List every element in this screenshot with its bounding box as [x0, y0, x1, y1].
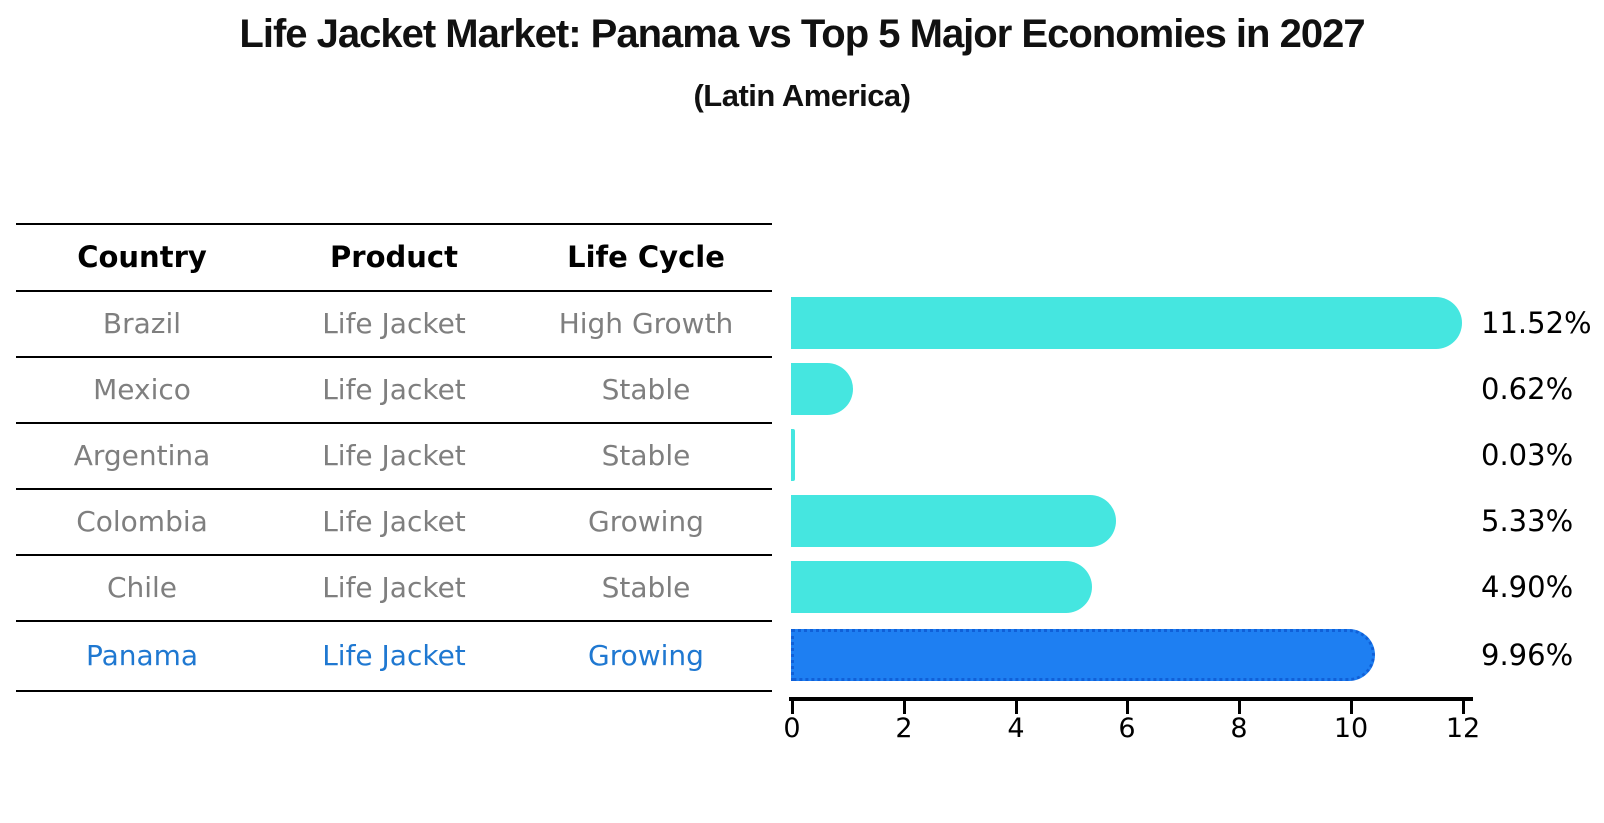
- table-row: Panama Life Jacket Growing: [16, 620, 772, 690]
- x-axis-tick-label: 8: [1230, 713, 1248, 744]
- col-header-life-cycle: Life Cycle: [567, 239, 725, 274]
- value-label-chile: 4.90%: [1481, 570, 1574, 604]
- col-header-product: Product: [330, 239, 458, 274]
- x-axis-tick: [1126, 701, 1129, 714]
- x-axis-tick: [1238, 701, 1241, 714]
- cell-country: Colombia: [76, 504, 208, 538]
- table-rule: [16, 422, 772, 424]
- table-row: Brazil Life Jacket High Growth: [16, 290, 772, 356]
- x-axis-tick: [1015, 701, 1018, 714]
- cell-country: Panama: [85, 638, 199, 672]
- value-label-argentina: 0.03%: [1481, 438, 1574, 472]
- x-axis-tick-label: 0: [783, 713, 801, 744]
- cell-life-cycle: High Growth: [558, 306, 734, 340]
- x-axis-tick: [903, 701, 906, 714]
- bar-colombia: [791, 495, 1116, 547]
- value-label-mexico: 0.62%: [1481, 372, 1574, 406]
- cell-country: Brazil: [102, 306, 182, 340]
- bar-argentina: [791, 429, 795, 481]
- bar-panama: [791, 629, 1375, 681]
- cell-product: Life Jacket: [322, 504, 466, 538]
- cell-product: Life Jacket: [322, 570, 466, 604]
- cell-life-cycle: Growing: [588, 638, 704, 672]
- cell-life-cycle: Stable: [601, 438, 691, 472]
- chart-title: Life Jacket Market: Panama vs Top 5 Majo…: [239, 12, 1365, 56]
- cell-product: Life Jacket: [322, 638, 466, 672]
- value-label-colombia: 5.33%: [1481, 504, 1574, 538]
- x-axis-tick: [791, 701, 794, 714]
- table-rule: [16, 356, 772, 358]
- table-rule: [16, 223, 772, 225]
- x-axis-tick-label: 10: [1333, 713, 1369, 744]
- bar-mexico: [791, 363, 853, 415]
- table-row: Colombia Life Jacket Growing: [16, 488, 772, 554]
- cell-product: Life Jacket: [322, 306, 466, 340]
- chart-subtitle: (Latin America): [693, 78, 911, 113]
- bar-chile: [791, 561, 1092, 613]
- x-axis-tick: [1350, 701, 1353, 714]
- table-header-row: Country Product Life Cycle: [16, 223, 772, 290]
- bar-brazil: [791, 297, 1462, 349]
- table-rule: [16, 554, 772, 556]
- table-rule: [16, 290, 772, 292]
- cell-life-cycle: Stable: [601, 372, 691, 406]
- cell-country: Mexico: [93, 372, 191, 406]
- x-axis-tick-label: 6: [1118, 713, 1136, 744]
- x-axis-line: [789, 697, 1473, 701]
- table-rule: [16, 620, 772, 622]
- cell-product: Life Jacket: [322, 438, 466, 472]
- table-rule: [16, 690, 772, 692]
- value-label-panama: 9.96%: [1481, 638, 1574, 672]
- x-axis-tick-label: 2: [895, 713, 913, 744]
- cell-life-cycle: Stable: [601, 570, 691, 604]
- value-label-brazil: 11.52%: [1481, 306, 1592, 340]
- col-header-country: Country: [77, 239, 207, 274]
- table-rule: [16, 488, 772, 490]
- table-row: Argentina Life Jacket Stable: [16, 422, 772, 488]
- table-row: Mexico Life Jacket Stable: [16, 356, 772, 422]
- cell-country: Argentina: [73, 438, 211, 472]
- cell-life-cycle: Growing: [588, 504, 704, 538]
- x-axis-tick-label: 12: [1445, 713, 1481, 744]
- cell-country: Chile: [106, 570, 178, 604]
- x-axis-tick-label: 4: [1007, 713, 1025, 744]
- table-row: Chile Life Jacket Stable: [16, 554, 772, 620]
- cell-product: Life Jacket: [322, 372, 466, 406]
- x-axis-tick: [1462, 701, 1465, 714]
